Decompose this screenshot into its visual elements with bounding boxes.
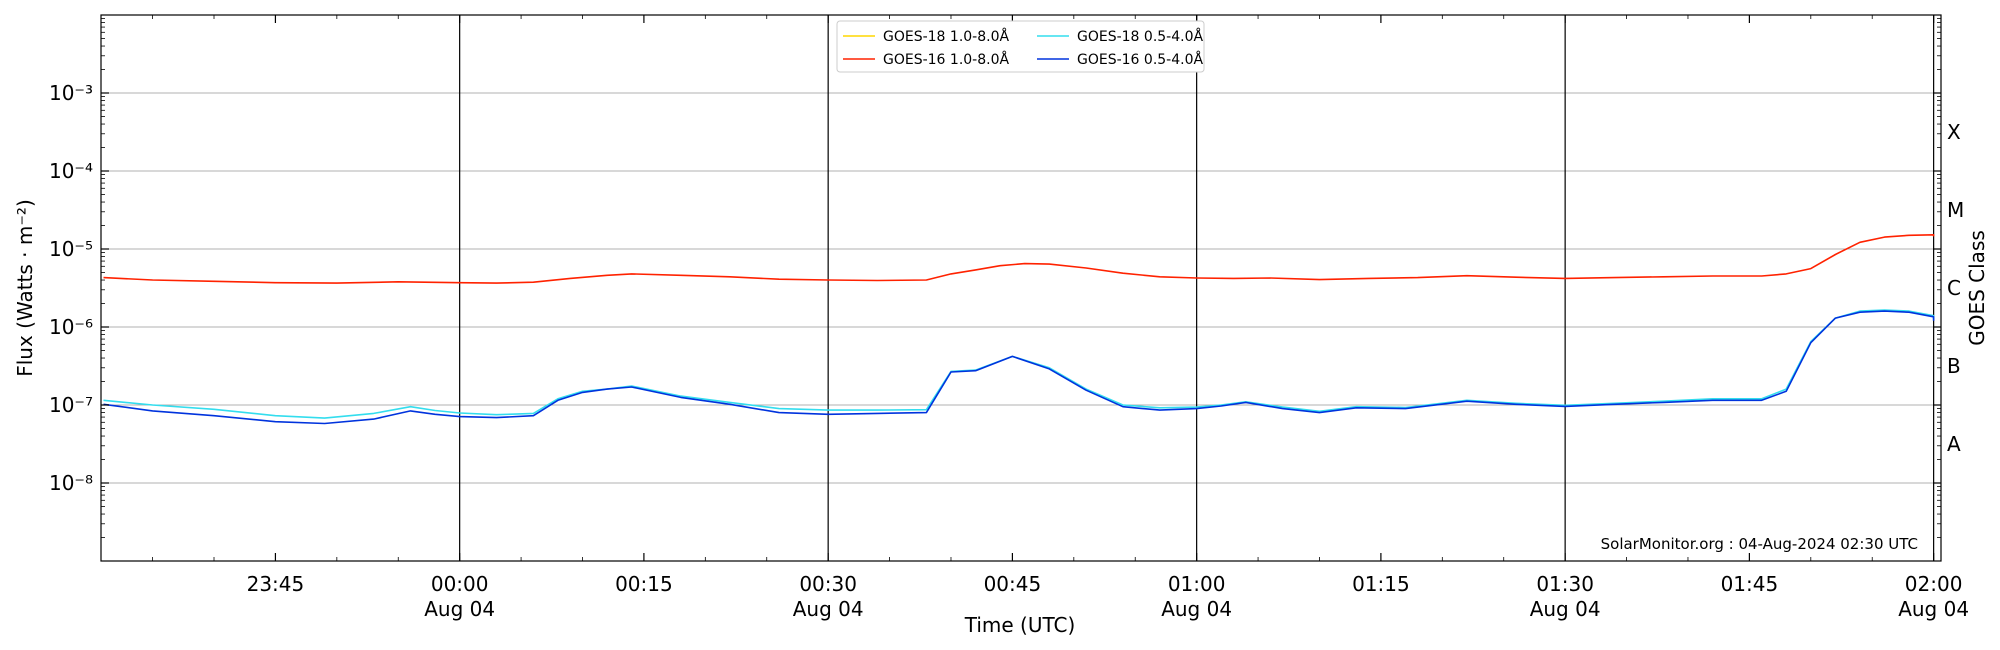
x-tick-label: 23:45 [247,572,305,596]
x-tick-date-label: Aug 04 [1898,597,1969,621]
goes-class-label: X [1947,120,1961,144]
y-tick-label: 10⁻⁵ [49,237,93,261]
x-tick-label: 00:45 [984,572,1042,596]
plot-frame [100,14,1942,562]
goes-class-label: B [1947,354,1961,378]
series-line [103,234,1935,284]
x-tick-label: 01:15 [1352,572,1410,596]
legend-entry: GOES-18 1.0-8.0Å [883,28,1009,45]
y-axis-ticks: 10⁻⁸ 10⁻⁷ 10⁻⁶ 10⁻⁵ 10⁻⁴ 10⁻³ [49,18,1941,538]
x-tick-label: 00:15 [615,572,673,596]
legend-box [836,20,1205,73]
series-line [103,309,1935,419]
y-tick-label: 10⁻³ [49,81,93,105]
y-tick-label: 10⁻⁷ [49,393,93,417]
x-tick-date-label: Aug 04 [424,597,495,621]
legend: GOES-18 1.0-8.0Å GOES-16 1.0-8.0Å GOES-18 … [836,20,1205,73]
legend-entry: GOES-18 0.5-4.0Å [1077,28,1203,45]
vertical-lines-layer [459,15,1935,561]
goes-class-label: M [1947,198,1964,222]
y2-axis-label: GOES Class [1965,230,1989,346]
goes-class-label: A [1947,432,1961,456]
x-tick-label: 00:30 [799,572,857,596]
x-tick-date-label: Aug 04 [793,597,864,621]
x-tick-label: 01:00 [1168,572,1226,596]
goes-class-label: C [1947,276,1961,300]
legend-entry: GOES-16 1.0-8.0Å [883,51,1009,68]
legend-entry: GOES-16 0.5-4.0Å [1077,51,1203,68]
x-tick-label: 02:00 [1905,572,1963,596]
x-tick-label: 01:30 [1536,572,1594,596]
y-tick-label: 10⁻⁴ [49,159,93,183]
series-layer [103,234,1935,425]
goes-class-labels: A B C M X [1947,120,1964,456]
y-tick-label: 10⁻⁸ [49,471,93,495]
legend-items: GOES-18 1.0-8.0Å GOES-16 1.0-8.0Å GOES-18 … [843,28,1203,68]
x-tick-label: 01:45 [1721,572,1779,596]
x-tick-date-label: Aug 04 [1161,597,1232,621]
y-tick-label: 10⁻⁶ [49,315,93,339]
x-axis-label: Time (UTC) [964,613,1076,637]
series-line [103,310,1935,425]
watermark-text: SolarMonitor.org : 04-Aug-2024 02:30 UTC [1601,535,1918,553]
grid-layer [101,92,1941,484]
x-tick-label: 00:00 [431,572,489,596]
y-axis-label: Flux (Watts · m⁻²) [13,199,37,377]
x-tick-date-label: Aug 04 [1530,597,1601,621]
